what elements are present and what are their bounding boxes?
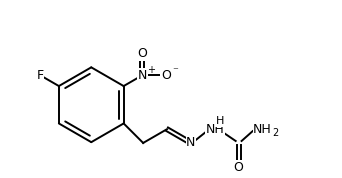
Text: +: + [147, 65, 155, 75]
Text: N: N [138, 69, 147, 82]
Text: N: N [186, 137, 196, 150]
Text: O: O [161, 69, 171, 82]
Text: ⁻: ⁻ [172, 66, 178, 76]
Text: O: O [234, 161, 244, 174]
Text: O: O [137, 47, 147, 60]
Text: F: F [37, 69, 44, 82]
Text: NH: NH [253, 123, 272, 136]
Text: NH: NH [206, 123, 224, 136]
Text: H: H [215, 116, 224, 126]
Text: 2: 2 [272, 128, 279, 138]
